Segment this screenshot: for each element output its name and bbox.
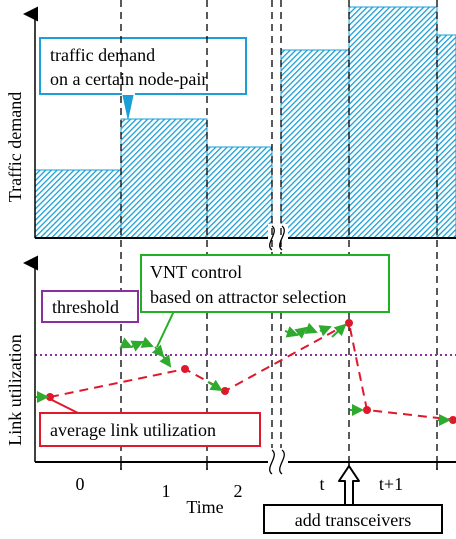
- demand-bar-t1: [348, 6, 438, 239]
- demand-bar-t: [280, 49, 350, 239]
- vnt-callout-line1: VNT control: [150, 262, 242, 282]
- demand-callout-line2: on a certain node-pair: [50, 69, 207, 89]
- add-transceivers-label: add transceivers: [295, 510, 411, 530]
- demand-bar-t2: [436, 34, 456, 239]
- x-tick-labels: 0 1 2 t t+1: [76, 474, 404, 501]
- avg-utilization-line: [49, 321, 456, 421]
- x-tick-t1: t+1: [379, 474, 403, 494]
- demand-callout: traffic demand on a certain node-pair: [39, 37, 247, 121]
- threshold-label: threshold: [52, 297, 119, 317]
- top-panel: Traffic demand traffic demand on a certa…: [5, 6, 456, 252]
- demand-bar-0: [34, 169, 122, 239]
- bottom-panel: Link utilization threshold VNT control b…: [5, 254, 456, 534]
- vnt-control-arrows: [36, 322, 451, 426]
- threshold-callout: threshold: [41, 290, 139, 323]
- avg-utilization-points: [46, 319, 456, 424]
- top-axis-break: [268, 224, 288, 252]
- demand-callout-line1: traffic demand: [50, 45, 155, 65]
- x-tick-0: 0: [76, 474, 85, 494]
- x-axis-label: Time: [186, 497, 223, 517]
- avg-callout: average link utilization: [39, 398, 261, 447]
- x-tick-t: t: [319, 474, 324, 494]
- time-dividers: [120, 0, 438, 470]
- x-tick-2: 2: [234, 481, 243, 501]
- avg-callout-label: average link utilization: [50, 420, 216, 440]
- top-ylabel: Traffic demand: [5, 92, 25, 202]
- demand-bar-2: [206, 146, 273, 239]
- add-transceivers-box: add transceivers: [263, 504, 443, 534]
- add-transceivers-pointer: [338, 465, 360, 507]
- x-tick-1: 1: [162, 481, 171, 501]
- vnt-callout-line2: based on attractor selection: [150, 287, 346, 307]
- demand-bar-1: [120, 118, 208, 239]
- bottom-ylabel: Link utilization: [5, 334, 25, 445]
- bottom-axis-break: [268, 448, 288, 476]
- vnt-callout: VNT control based on attractor selection: [140, 254, 390, 348]
